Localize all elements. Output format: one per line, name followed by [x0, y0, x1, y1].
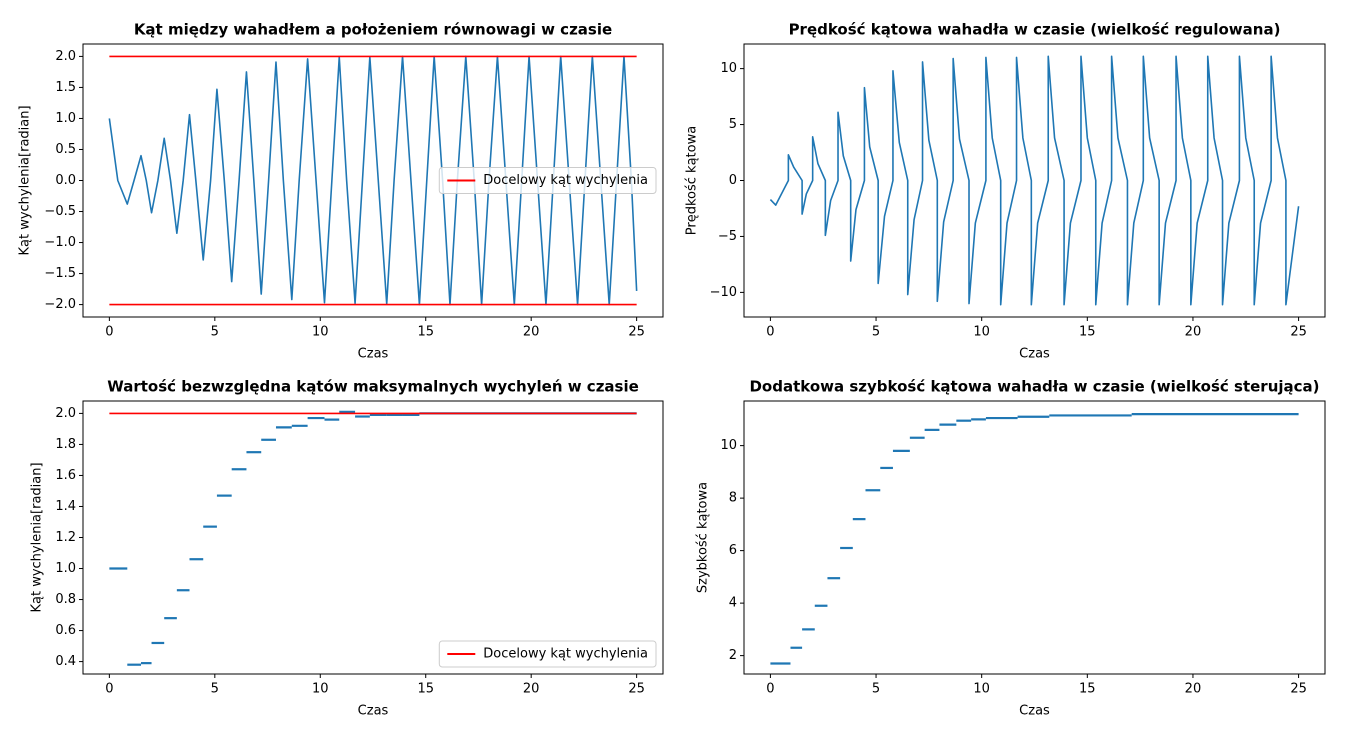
y-tick-label: −0.5 [44, 204, 76, 219]
x-tick-label: 10 [973, 682, 990, 697]
x-tick-label: 20 [523, 682, 540, 697]
x-tick-label: 15 [1079, 325, 1096, 340]
y-tick-label: −2.0 [44, 297, 76, 312]
y-axis-label: Prędkość kątowa [685, 126, 700, 235]
y-tick-label: 2.0 [55, 49, 76, 64]
legend: Docelowy kąt wychylenia [438, 167, 657, 194]
legend-label: Docelowy kąt wychylenia [483, 647, 648, 662]
y-tick-label: 0.4 [55, 654, 76, 669]
y-tick-label: 1.0 [55, 561, 76, 576]
legend: Docelowy kąt wychylenia [438, 640, 657, 668]
x-tick-label: 5 [872, 325, 880, 340]
y-tick-label: 8 [729, 491, 737, 506]
axes-frame [82, 43, 664, 318]
y-tick-label: 1.2 [55, 530, 76, 545]
subplot-title: Prędkość kątowa wahadła w czasie (wielko… [789, 21, 1281, 39]
x-tick-label: 0 [766, 682, 774, 697]
x-tick-label: 20 [1185, 682, 1202, 697]
x-tick-label: 5 [211, 682, 219, 697]
y-tick-label: 1.5 [55, 80, 76, 95]
x-tick-label: 5 [872, 682, 880, 697]
x-tick-label: 25 [1290, 325, 1307, 340]
y-tick-label: 1.8 [55, 437, 76, 452]
y-axis-label: Kąt wychylenia[radian] [30, 462, 45, 612]
x-tick-label: 5 [211, 325, 219, 340]
subplot-title: Wartość bezwzględna kątów maksymalnych w… [107, 378, 639, 396]
series-line [769, 55, 1300, 306]
x-tick-label: 10 [312, 682, 329, 697]
x-tick-label: 10 [312, 325, 329, 340]
series-line [108, 55, 638, 306]
y-tick-label: 10 [720, 438, 737, 453]
y-tick-label: 0.0 [55, 173, 76, 188]
x-axis-label: Czas [1019, 347, 1050, 362]
subplot: Prędkość kątowa wahadła w czasie (wielko… [685, 21, 1326, 362]
subplot: Dodatkowa szybkość kątowa wahadła w czas… [696, 378, 1326, 719]
y-axis-label: Kąt wychylenia[radian] [18, 105, 33, 255]
y-tick-label: −5 [718, 229, 737, 244]
x-tick-label: 15 [1079, 682, 1096, 697]
x-tick-label: 20 [1185, 325, 1202, 340]
subplot: Wartość bezwzględna kątów maksymalnych w… [30, 378, 664, 719]
subplot-title: Kąt między wahadłem a położeniem równowa… [134, 21, 612, 39]
y-tick-label: 0 [729, 173, 737, 188]
x-tick-label: 0 [766, 325, 774, 340]
axes-frame [743, 400, 1326, 675]
y-tick-label: −1.5 [44, 266, 76, 281]
y-axis-label: Szybkość kątowa [696, 482, 711, 593]
y-tick-label: 0.5 [55, 142, 76, 157]
y-tick-label: 5 [729, 117, 737, 132]
y-tick-label: 1.0 [55, 111, 76, 126]
x-tick-label: 0 [105, 682, 113, 697]
x-tick-label: 0 [105, 325, 113, 340]
legend-box [438, 640, 657, 668]
y-tick-label: 1.4 [55, 499, 76, 514]
y-tick-label: −10 [710, 285, 737, 300]
y-tick-label: 6 [729, 543, 737, 558]
y-tick-label: 2.0 [55, 406, 76, 421]
x-tick-label: 25 [628, 325, 645, 340]
y-tick-label: 4 [729, 596, 737, 611]
y-tick-label: 1.6 [55, 468, 76, 483]
y-tick-label: 10 [720, 61, 737, 76]
subplot-title: Dodatkowa szybkość kątowa wahadła w czas… [749, 378, 1319, 396]
axes-frame [82, 400, 664, 675]
y-tick-label: −1.0 [44, 235, 76, 250]
subplot: Kąt między wahadłem a położeniem równowa… [18, 21, 664, 362]
y-tick-label: 0.8 [55, 592, 76, 607]
x-tick-label: 25 [628, 682, 645, 697]
y-tick-label: 0.6 [55, 623, 76, 638]
x-tick-label: 25 [1290, 682, 1307, 697]
axes-frame [743, 43, 1326, 318]
x-axis-label: Czas [1019, 704, 1050, 719]
x-tick-label: 10 [973, 325, 990, 340]
legend-label: Docelowy kąt wychylenia [483, 173, 648, 188]
x-tick-label: 15 [417, 325, 434, 340]
x-tick-label: 20 [523, 325, 540, 340]
x-axis-label: Czas [358, 347, 389, 362]
y-tick-label: 2 [729, 648, 737, 663]
legend-box [438, 167, 657, 194]
x-tick-label: 15 [417, 682, 434, 697]
x-axis-label: Czas [358, 704, 389, 719]
